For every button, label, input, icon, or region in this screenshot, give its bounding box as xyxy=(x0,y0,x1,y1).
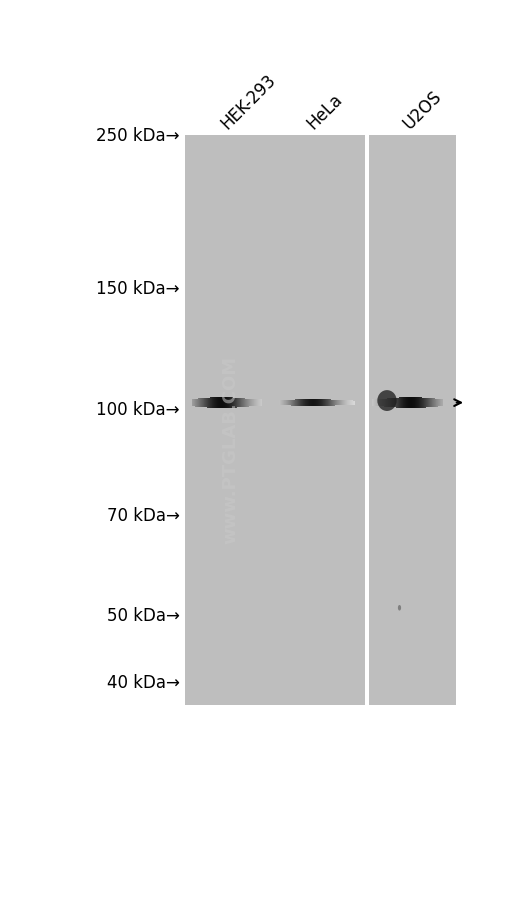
Ellipse shape xyxy=(378,391,397,411)
Bar xyxy=(185,136,365,705)
Text: HEK-293: HEK-293 xyxy=(217,70,279,133)
Text: www.PTGLAB.COM: www.PTGLAB.COM xyxy=(221,355,239,543)
Text: 40 kDa→: 40 kDa→ xyxy=(107,673,180,691)
Text: 100 kDa→: 100 kDa→ xyxy=(96,400,180,418)
Text: HeLa: HeLa xyxy=(304,90,346,133)
Text: 50 kDa→: 50 kDa→ xyxy=(107,607,180,625)
Text: U2OS: U2OS xyxy=(400,87,445,133)
Circle shape xyxy=(398,605,401,611)
Text: 150 kDa→: 150 kDa→ xyxy=(96,280,180,298)
Text: 250 kDa→: 250 kDa→ xyxy=(96,127,180,145)
Text: 70 kDa→: 70 kDa→ xyxy=(107,506,180,524)
Bar xyxy=(369,136,456,705)
